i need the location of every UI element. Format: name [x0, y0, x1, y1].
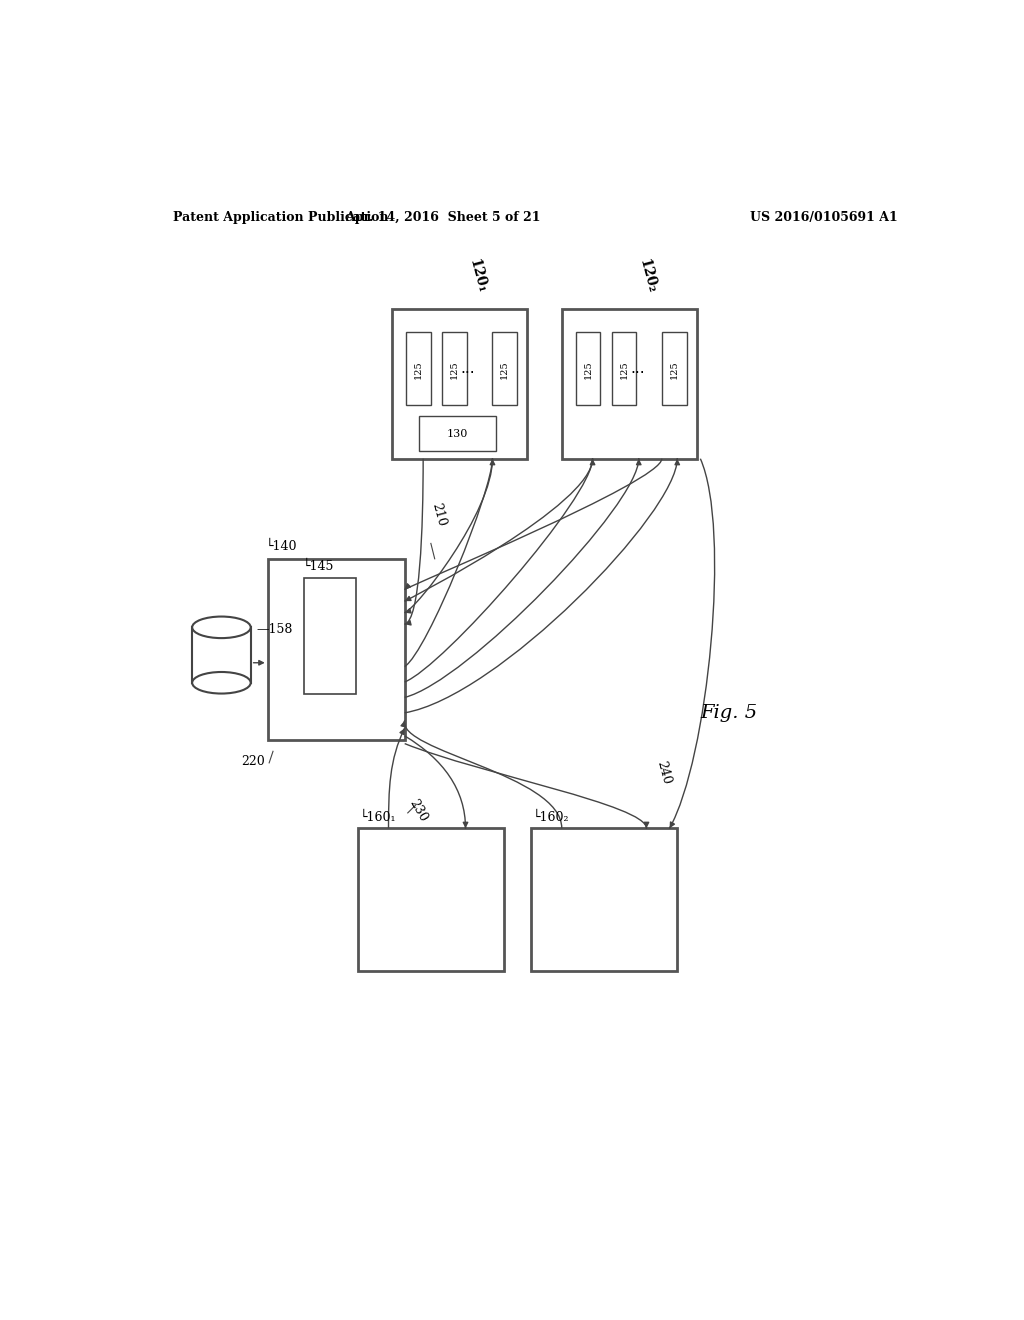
Text: —158: —158 — [256, 623, 293, 636]
Text: US 2016/0105691 A1: US 2016/0105691 A1 — [750, 211, 897, 224]
Bar — [304, 578, 356, 693]
Bar — [531, 829, 677, 970]
Text: 130: 130 — [447, 429, 469, 440]
Text: 220: 220 — [242, 755, 265, 768]
Bar — [419, 416, 497, 451]
Text: └160₁: └160₁ — [359, 810, 395, 824]
Text: 210: 210 — [429, 502, 449, 528]
Text: 125: 125 — [451, 360, 459, 379]
Bar — [662, 331, 686, 405]
Text: └145: └145 — [302, 561, 334, 573]
Bar — [493, 331, 517, 405]
Text: └160₂: └160₂ — [532, 810, 569, 824]
Text: 230: 230 — [407, 797, 429, 825]
Bar — [562, 309, 696, 459]
Bar — [267, 558, 404, 739]
Bar — [611, 331, 637, 405]
Text: 125: 125 — [670, 360, 679, 379]
Bar — [392, 309, 527, 459]
Text: Apr. 14, 2016  Sheet 5 of 21: Apr. 14, 2016 Sheet 5 of 21 — [345, 211, 541, 224]
Text: 120₂: 120₂ — [636, 257, 658, 294]
Text: Patent Application Publication: Patent Application Publication — [173, 211, 388, 224]
Bar — [442, 331, 467, 405]
Text: ...: ... — [461, 362, 475, 376]
Ellipse shape — [193, 616, 251, 638]
Bar — [575, 331, 600, 405]
Text: 125: 125 — [620, 360, 629, 379]
Text: 240: 240 — [654, 759, 673, 785]
Bar — [407, 331, 431, 405]
Text: ...: ... — [630, 362, 644, 376]
Bar — [357, 829, 504, 970]
Text: 125: 125 — [414, 360, 423, 379]
Bar — [193, 627, 251, 682]
Text: 125: 125 — [501, 360, 509, 379]
Ellipse shape — [193, 672, 251, 693]
Text: Fig. 5: Fig. 5 — [700, 704, 758, 722]
Text: 125: 125 — [584, 360, 593, 379]
Text: └140: └140 — [266, 540, 298, 553]
Text: 120₁: 120₁ — [467, 257, 489, 294]
